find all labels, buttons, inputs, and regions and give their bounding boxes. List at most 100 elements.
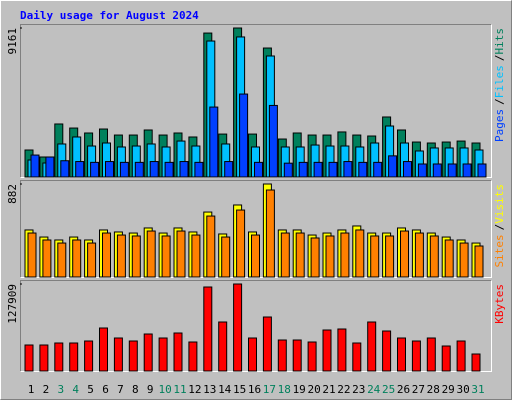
bar: [417, 163, 427, 178]
bar: [224, 161, 234, 178]
bar: [206, 215, 216, 278]
bar: [429, 235, 439, 278]
x-tick-label: 9: [147, 383, 154, 396]
bar: [385, 235, 395, 278]
x-tick-label: 12: [188, 383, 201, 396]
x-tick-label: 24: [367, 383, 381, 396]
legend-entry: Files: [493, 65, 506, 98]
bar: [447, 163, 457, 178]
bar: [128, 340, 138, 372]
bar: [221, 236, 231, 278]
x-tick-label: 14: [218, 383, 232, 396]
bar: [426, 337, 436, 372]
bar: [24, 344, 34, 372]
bar: [105, 161, 114, 178]
bar: [277, 339, 287, 372]
y-tick-label: 9161: [6, 28, 19, 55]
legend: Pages/Files/Hits: [493, 28, 506, 142]
x-tick-label: 20: [307, 383, 320, 396]
bar: [146, 230, 156, 278]
bar: [337, 328, 347, 372]
x-tick-label: 30: [456, 383, 469, 396]
bar: [367, 321, 377, 372]
bar: [251, 234, 260, 278]
bar: [191, 234, 201, 278]
bar: [233, 283, 243, 372]
x-tick-label: 25: [382, 383, 395, 396]
bar: [72, 239, 82, 278]
y-tick-label: 882: [6, 184, 19, 204]
bar: [119, 161, 129, 178]
bar: [134, 161, 144, 178]
x-tick-label: 27: [412, 383, 425, 396]
bar: [99, 327, 108, 372]
chart-title: Daily usage for August 2024: [20, 9, 199, 22]
bar: [471, 353, 481, 372]
bar: [355, 229, 365, 278]
bar: [456, 340, 466, 372]
legend-entry: KBytes: [493, 284, 506, 324]
bar: [45, 156, 55, 178]
bar: [397, 337, 406, 372]
bar: [328, 161, 338, 178]
bar: [313, 161, 323, 178]
x-tick-label: 16: [248, 383, 261, 396]
x-tick-label: 18: [278, 383, 291, 396]
bar: [462, 163, 472, 178]
bar: [340, 232, 350, 278]
bar: [477, 163, 487, 178]
bar: [283, 162, 293, 178]
bar: [400, 230, 409, 278]
bar: [158, 337, 168, 372]
panel-border-dark: [20, 180, 492, 278]
bar: [254, 161, 263, 178]
bar: [325, 235, 335, 278]
bar: [60, 160, 70, 178]
bar: [352, 342, 362, 372]
x-tick-label: 28: [427, 383, 440, 396]
bar: [102, 232, 111, 278]
legend: KBytes: [493, 284, 506, 324]
x-tick-label: 23: [352, 383, 365, 396]
bar: [27, 232, 37, 278]
bar: [161, 235, 171, 278]
bar: [87, 242, 97, 278]
bar: [75, 161, 85, 178]
bar: [30, 154, 40, 178]
bar: [265, 189, 275, 278]
x-tick-label: 21: [322, 383, 335, 396]
bar: [84, 340, 94, 372]
bar: [131, 235, 141, 278]
x-tick-label: 31: [471, 383, 484, 396]
bar: [236, 209, 246, 278]
x-tick-label: 22: [337, 383, 350, 396]
bar: [209, 106, 219, 178]
bar: [57, 242, 67, 278]
x-tick-label: 10: [158, 383, 171, 396]
bar: [388, 155, 398, 178]
bar: [441, 345, 451, 372]
bar: [113, 337, 123, 372]
bar: [444, 239, 454, 278]
bar: [149, 161, 159, 178]
bar: [307, 341, 317, 372]
bar: [403, 161, 412, 178]
bar: [90, 161, 100, 178]
bar: [194, 161, 204, 178]
x-tick-label: 8: [132, 383, 139, 396]
x-tick-label: 15: [233, 383, 246, 396]
x-tick-label: 5: [87, 383, 94, 396]
bar: [370, 235, 380, 278]
legend-entry: Pages: [493, 109, 506, 142]
bar: [173, 332, 183, 372]
bar: [310, 237, 320, 278]
legend-entry: Visits: [493, 184, 506, 224]
bar: [188, 341, 198, 372]
bar: [42, 239, 52, 278]
x-tick-label: 26: [397, 383, 410, 396]
x-tick-label: 29: [442, 383, 455, 396]
legend-separator: /: [493, 55, 506, 62]
bar: [292, 339, 302, 372]
bar: [203, 286, 213, 372]
